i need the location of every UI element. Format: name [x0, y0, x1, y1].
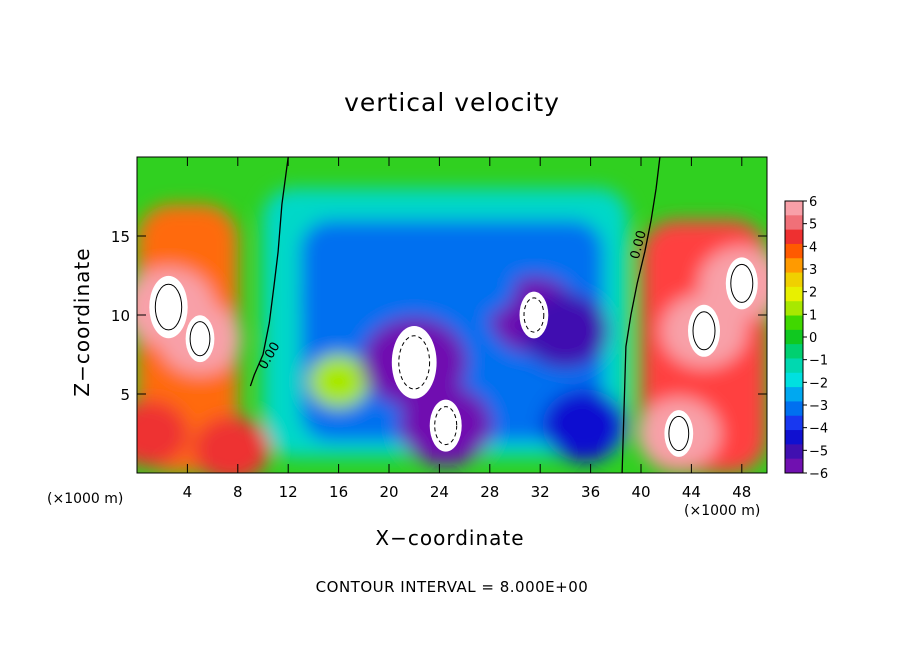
colorbar-swatch	[785, 201, 803, 216]
x-tick-label: 8	[233, 483, 243, 501]
y-tick-label: 5	[120, 386, 130, 404]
zero-contour-left	[249, 157, 289, 387]
contour-ring	[434, 406, 458, 446]
colorbar-swatch	[785, 401, 803, 417]
colorbar-tick-label: −6	[809, 467, 828, 482]
colorbar-tick-label: 1	[809, 308, 817, 323]
y-tick-label: 10	[111, 307, 130, 325]
contour-ring	[730, 263, 754, 303]
colorbar-swatch	[785, 344, 803, 359]
x-tick-label: 12	[279, 483, 298, 501]
x-axis: 4 8 12 16 20 24 28 32 36 40 44 48	[183, 157, 751, 501]
colorbar-tick-label: 2	[809, 286, 817, 301]
contour-label: 0.00	[628, 229, 650, 261]
colorbar-tick-label: −1	[809, 354, 828, 369]
colorbar-swatch	[785, 387, 803, 402]
x-tick-label: 20	[379, 483, 398, 501]
colorbar-tick-label: −3	[809, 399, 828, 414]
field-blob	[308, 354, 369, 408]
colorbar-swatch	[785, 329, 803, 345]
y-axis: 5 10 15	[111, 228, 767, 404]
field-blob	[193, 416, 270, 473]
chart-title: vertical velocity	[344, 88, 560, 117]
colorbar-swatch	[785, 444, 803, 460]
colorbar-swatch	[785, 458, 803, 474]
velocity-field	[137, 188, 767, 473]
x-tick-label: 36	[581, 483, 600, 501]
field-blob	[542, 389, 627, 462]
colorbar-swatch	[785, 358, 803, 374]
x-tick-label: 24	[430, 483, 449, 501]
colorbar-swatch	[785, 315, 803, 331]
colorbar-swatch	[785, 229, 803, 245]
y-axis-label: Z−coordinate	[70, 247, 94, 397]
colorbar-tick-label: 3	[809, 263, 817, 278]
contour-ring	[668, 415, 690, 452]
colorbar-swatch	[785, 372, 803, 388]
colorbar-swatch	[785, 272, 803, 288]
contour-ring	[692, 311, 716, 351]
y-tick-label: 15	[111, 228, 130, 246]
x-unit-left: (×1000 m)	[47, 491, 124, 507]
colorbar-tick-label: 0	[809, 331, 817, 346]
field-blob	[137, 400, 188, 467]
x-tick-label: 28	[480, 483, 499, 501]
field-blob	[300, 265, 378, 333]
colorbar-tick-label: 6	[809, 195, 817, 210]
colorbar: 6 5 4 3 2 1 0 −1 −2 −3 −4 −5 −6	[784, 195, 828, 482]
x-tick-label: 44	[682, 483, 701, 501]
x-tick-label: 32	[531, 483, 550, 501]
colorbar-tick-label: −5	[809, 444, 828, 459]
saturated-core	[429, 399, 462, 452]
colorbar-swatch	[785, 301, 803, 317]
contour-interval-note: CONTOUR INTERVAL = 8.000E+00	[315, 578, 589, 596]
colorbar-swatch	[785, 258, 803, 274]
contour-ring	[398, 335, 431, 390]
colorbar-swatch	[785, 415, 803, 431]
zero-contour-right	[621, 157, 661, 473]
x-tick-label: 4	[183, 483, 193, 501]
colorbar-swatch	[785, 430, 803, 445]
x-unit-right: (×1000 m)	[684, 503, 761, 519]
colorbar-tick-label: −2	[809, 376, 828, 391]
colorbar-tick-label: −4	[809, 422, 828, 437]
plot-area: 0.000.00	[137, 157, 767, 473]
colorbar-tick-label: 4	[809, 240, 817, 255]
x-axis-label: X−coordinate	[375, 526, 525, 550]
x-tick-label: 48	[732, 483, 751, 501]
colorbar-swatch	[785, 286, 803, 302]
field-blob	[438, 249, 516, 318]
contour-ring	[154, 283, 183, 331]
contour-ring	[523, 297, 545, 333]
colorbar-tick-label: 5	[809, 218, 817, 233]
colorbar-swatch	[785, 243, 803, 259]
x-tick-label: 40	[631, 483, 650, 501]
colorbar-swatch	[785, 215, 803, 231]
x-tick-label: 16	[329, 483, 348, 501]
contour-ring	[189, 321, 211, 357]
